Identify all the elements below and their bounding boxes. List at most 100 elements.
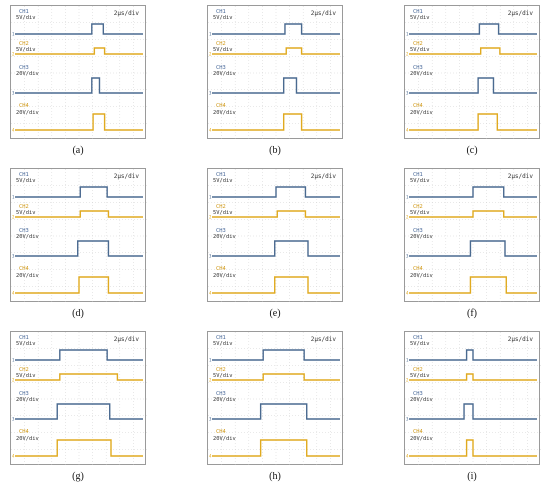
- channel-name-label: CH2: [413, 367, 423, 373]
- channel-name-label: CH4: [216, 429, 226, 435]
- channel-scale-label: 20V/div: [213, 110, 236, 116]
- trace-ch1: [409, 23, 537, 35]
- channel-scale-label: 5V/div: [213, 210, 233, 216]
- channel-name-label: CH2: [19, 41, 29, 47]
- channel-scale-label: 5V/div: [16, 373, 36, 379]
- channel-marker: 1: [12, 358, 15, 363]
- channel-name-label: CH3: [216, 65, 226, 71]
- channel-scale-label: 5V/div: [410, 341, 430, 347]
- channel-scale-label: 5V/div: [16, 178, 36, 184]
- channel-scale-label: 5V/div: [16, 15, 36, 21]
- scope-screen: 1 2 3 4 2μs/div CH1 5V/div CH2 5V/div CH3 20V/div C…: [404, 5, 541, 140]
- channel-marker: 2: [406, 52, 409, 57]
- channel-scale-label: 20V/div: [213, 397, 236, 403]
- channel-name-label: CH1: [216, 335, 226, 341]
- scope-screen: 1 2 3 4 2μs/div CH1 5V/div CH2 5V/div CH3 20V/div C…: [207, 168, 344, 303]
- trace-ch1: [409, 349, 537, 361]
- channel-name-label: CH1: [413, 335, 423, 341]
- channel-name-label: CH3: [19, 391, 29, 397]
- scope-panel: 1 2 3 4 2μs/div CH1 5V/div CH2 5V/div CH3 20V/div C…: [404, 168, 541, 319]
- channel-name-label: CH4: [19, 103, 29, 109]
- channel-marker: 1: [209, 32, 212, 37]
- panel-caption: (f): [467, 308, 477, 319]
- channel-name-label: CH1: [216, 172, 226, 178]
- channel-scale-label: 20V/div: [16, 110, 39, 116]
- trace-ch4: [15, 439, 143, 457]
- channel-scale-label: 5V/div: [410, 15, 430, 21]
- scope-traces: 1 2 3 4: [11, 169, 147, 303]
- channel-scale-label: 20V/div: [16, 234, 39, 240]
- timebase-label: 2μs/div: [507, 173, 533, 180]
- scope-panel: 1 2 3 4 2μs/div CH1 5V/div CH2 5V/div CH3 20V/div C…: [207, 168, 344, 319]
- scope-screen: 1 2 3 4 2μs/div CH1 5V/div CH2 5V/div CH3 20V/div C…: [404, 331, 541, 466]
- scope-panel: 1 2 3 4 2μs/div CH1 5V/div CH2 5V/div CH3 20V/div C…: [10, 168, 147, 319]
- channel-marker: 1: [406, 32, 409, 37]
- channel-marker: 4: [209, 128, 212, 133]
- channel-name-label: CH2: [413, 204, 423, 210]
- channel-scale-label: 20V/div: [410, 110, 433, 116]
- channel-name-label: CH3: [216, 228, 226, 234]
- channel-scale-label: 5V/div: [410, 47, 430, 53]
- channel-marker: 2: [12, 215, 15, 220]
- channel-name-label: CH3: [413, 391, 423, 397]
- channel-scale-label: 20V/div: [410, 436, 433, 442]
- trace-ch4: [212, 439, 340, 457]
- channel-marker: 1: [12, 32, 15, 37]
- channel-name-label: CH4: [413, 103, 423, 109]
- channel-marker: 3: [12, 417, 15, 422]
- trace-ch2: [409, 210, 537, 218]
- channel-marker: 2: [406, 215, 409, 220]
- scope-screen: 1 2 3 4 2μs/div CH1 5V/div CH2 5V/div CH3 20V/div C…: [207, 331, 344, 466]
- channel-scale-label: 5V/div: [16, 47, 36, 53]
- trace-ch4: [212, 113, 340, 131]
- channel-scale-label: 20V/div: [410, 71, 433, 77]
- trace-ch2: [212, 47, 340, 55]
- scope-screen: 1 2 3 4 2μs/div CH1 5V/div CH2 5V/div CH3 20V/div C…: [10, 5, 147, 140]
- scope-traces: 1 2 3 4: [11, 6, 147, 140]
- channel-marker: 2: [209, 378, 212, 383]
- panel-caption: (i): [467, 471, 477, 482]
- channel-marker: 1: [12, 195, 15, 200]
- channel-marker: 3: [209, 91, 212, 96]
- channel-marker: 2: [12, 378, 15, 383]
- channel-scale-label: 5V/div: [410, 373, 430, 379]
- trace-ch2: [409, 373, 537, 381]
- channel-scale-label: 5V/div: [410, 210, 430, 216]
- channel-name-label: CH4: [413, 429, 423, 435]
- trace-ch1: [409, 186, 537, 198]
- trace-ch4: [409, 113, 537, 131]
- channel-name-label: CH2: [216, 204, 226, 210]
- timebase-label: 2μs/div: [113, 173, 139, 180]
- trace-ch2: [212, 373, 340, 381]
- channel-scale-label: 5V/div: [213, 341, 233, 347]
- channel-scale-label: 20V/div: [16, 397, 39, 403]
- channel-scale-label: 20V/div: [213, 234, 236, 240]
- trace-ch3: [15, 240, 143, 257]
- channel-name-label: CH3: [19, 228, 29, 234]
- channel-name-label: CH1: [19, 172, 29, 178]
- timebase-label: 2μs/div: [310, 336, 336, 343]
- channel-marker: 4: [209, 454, 212, 459]
- channel-marker: 2: [12, 52, 15, 57]
- scope-panel: 1 2 3 4 2μs/div CH1 5V/div CH2 5V/div CH3 20V/div C…: [10, 5, 147, 156]
- scope-traces: 1 2 3 4: [405, 169, 541, 303]
- scope-panel: 1 2 3 4 2μs/div CH1 5V/div CH2 5V/div CH3 20V/div C…: [207, 5, 344, 156]
- channel-name-label: CH4: [216, 266, 226, 272]
- channel-name-label: CH3: [413, 228, 423, 234]
- panel-caption: (d): [72, 308, 84, 319]
- channel-marker: 1: [209, 358, 212, 363]
- trace-ch4: [409, 276, 537, 294]
- trace-ch4: [15, 113, 143, 131]
- trace-ch1: [15, 349, 143, 361]
- trace-ch3: [15, 77, 143, 94]
- channel-marker: 1: [406, 358, 409, 363]
- channel-marker: 3: [12, 91, 15, 96]
- scope-panel: 1 2 3 4 2μs/div CH1 5V/div CH2 5V/div CH3 20V/div C…: [10, 331, 147, 482]
- channel-marker: 4: [406, 454, 409, 459]
- channel-name-label: CH4: [216, 103, 226, 109]
- scope-screen: 1 2 3 4 2μs/div CH1 5V/div CH2 5V/div CH3 20V/div C…: [10, 331, 147, 466]
- channel-scale-label: 5V/div: [16, 210, 36, 216]
- trace-ch3: [409, 240, 537, 257]
- channel-marker: 4: [406, 128, 409, 133]
- panel-caption: (a): [72, 145, 84, 156]
